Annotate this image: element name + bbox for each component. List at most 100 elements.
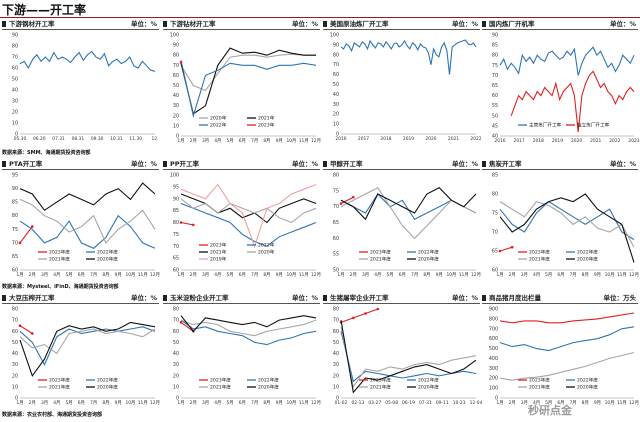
series-line-1 — [340, 331, 477, 383]
x-tick-label: 2017 — [514, 138, 525, 144]
x-tick-label: 11月 — [299, 400, 309, 406]
chart-unit: 单位：% — [609, 160, 636, 168]
x-tick-label: 2月 — [509, 272, 516, 278]
x-tick-label: 2021 — [448, 136, 459, 142]
legend-label: 2022年度 — [577, 377, 598, 384]
y-tick-label: 95 — [173, 184, 179, 190]
y-tick-label: 20 — [12, 110, 18, 116]
chart-title: 玉米淀粉企业开工率 — [170, 294, 229, 302]
legend-label: 2020年 — [258, 249, 275, 256]
legend-label: 2022年度 — [97, 377, 118, 384]
x-tick-label: 09.30 — [91, 136, 104, 142]
chart-pig-slaughter: 0 10 20 30 40 50 60 70 80 01-02 02-13 03-27 05-08 06-… — [333, 307, 483, 407]
panel-us-refinery: 美国原油炼厂开工率 单位：% 0 10 20 30 40 50 60 70 80 90 100 2016… — [323, 18, 482, 146]
chart-steel-products: 0 10 20 30 40 50 60 70 80 90 100 1月 2月 3月 4月 5月 6月 7月 8月 9月… — [170, 33, 321, 145]
y-tick-label: 80 — [333, 307, 339, 313]
x-tick-label: 5月 — [545, 272, 552, 278]
series-line-2 — [499, 351, 635, 381]
x-tick-label: 9月 — [115, 400, 122, 406]
y-tick-label: 0 — [176, 396, 179, 402]
chart-title: 国内炼厂开机率 — [489, 20, 535, 28]
chart-pig-output: 0 100 200 300 400 500 600 700 800 900 1月 2月 3月 4月 5月 6月… — [489, 307, 639, 407]
y-tick-label: 70 — [333, 62, 339, 68]
chart-unit: 单位：% — [451, 294, 478, 302]
source-note: 数据来源：Mysteel、iFinD、海通期货投资咨询部 — [2, 284, 119, 290]
x-tick-label: 12月 — [629, 400, 639, 406]
x-tick-label: 5月 — [226, 272, 233, 278]
legend-label: 2020年度 — [258, 384, 279, 391]
y-tick-label: 0 — [15, 132, 18, 138]
x-tick-label: 4月 — [53, 272, 60, 278]
x-tick-label: 2月 — [509, 400, 516, 406]
y-tick-label: 45 — [492, 123, 498, 129]
y-tick-label: 50 — [173, 340, 179, 346]
legend-label: 2021年度 — [49, 384, 70, 391]
y-tick-label: 65 — [492, 249, 498, 255]
x-tick-label: 2月 — [350, 272, 357, 278]
panel-steel-products: 下游钻材开工率 单位：% 0 10 20 30 40 50 60 70 80 90 100 1月 2月 3月… — [163, 18, 321, 146]
x-tick-label: 11月 — [138, 400, 148, 406]
y-tick-label: 100 — [170, 173, 179, 179]
chart-corn-starch: 0 10 20 30 40 50 60 70 80 1月 2月 3月 4月 5月 6月 7月 8月 9月 10月 11… — [173, 307, 321, 407]
y-tick-label: 90 — [12, 33, 18, 39]
legend-label: 2022年 — [258, 242, 275, 249]
y-tick-label: 80 — [173, 307, 179, 313]
y-tick-label: 50 — [333, 340, 339, 346]
y-tick-label: 75 — [492, 63, 498, 69]
x-tick-label: 06-19 — [402, 400, 415, 406]
y-tick-label: 75 — [173, 232, 179, 238]
legend-label: 2023年度 — [529, 249, 550, 256]
y-tick-label: 700 — [489, 326, 498, 332]
legend-label: 2022年度 — [258, 377, 279, 384]
chart-steel-pipe: 0 10 20 30 40 50 60 70 80 90 05.30 06.20 07.31 08.31 0… — [12, 33, 159, 143]
x-tick-label: 2021 — [590, 138, 601, 144]
x-tick-label: 5月 — [65, 272, 72, 278]
y-tick-label: 500 — [489, 346, 498, 352]
series-line-2 — [499, 200, 635, 248]
series-point — [376, 307, 380, 311]
legend-label: 2021年度 — [49, 256, 70, 263]
x-tick-label: 2018 — [380, 136, 391, 142]
series-point — [364, 312, 367, 315]
series-point — [339, 202, 343, 205]
x-tick-label: 8月 — [263, 272, 270, 278]
legend-label: 2020年度 — [577, 256, 598, 263]
chart-pp: 60 65 70 75 80 85 90 95 100 1月 2月 3月 4月 5月 6月 7月 8月 9月 10月… — [170, 173, 321, 279]
chart-title: 甲醇开工率 — [330, 160, 363, 168]
y-tick-label: 80 — [333, 173, 339, 179]
x-tick-label: 1月 — [16, 400, 23, 406]
x-tick-label: 2月 — [190, 400, 197, 406]
series-point — [351, 195, 355, 199]
series-line-1 — [180, 319, 317, 346]
y-tick-label: 80 — [173, 220, 179, 226]
x-tick-label: 05-08 — [385, 400, 398, 406]
y-tick-label: 85 — [492, 43, 498, 49]
x-tick-label: 4月 — [374, 272, 381, 278]
series-line-0 — [499, 246, 513, 252]
series-line-0 — [19, 226, 33, 244]
legend-label: 2021年度 — [370, 384, 391, 391]
chart-soybean: 0 10 20 30 40 50 60 70 80 1月 2月 3月 4月 5月 6月 7月 8月 9月 10月 11… — [12, 307, 160, 407]
x-tick-label: 2月 — [29, 400, 36, 406]
y-tick-label: 80 — [492, 192, 498, 198]
legend-label: 2022年 — [210, 122, 227, 129]
legend-label: 2023年 — [210, 242, 227, 249]
y-tick-label: 0 — [176, 134, 179, 140]
y-tick-label: 20 — [12, 373, 18, 379]
chart-title: PP开工率 — [170, 160, 200, 168]
chart-unit: 单位：% — [609, 20, 636, 28]
x-tick-label: 1月 — [337, 272, 344, 278]
y-tick-label: 70 — [12, 240, 18, 246]
y-tick-label: 70 — [12, 318, 18, 324]
y-tick-label: 0 — [336, 396, 339, 402]
y-tick-label: 70 — [333, 204, 339, 210]
y-tick-label: 90 — [12, 186, 18, 192]
x-tick-label: 5月 — [226, 138, 233, 144]
x-tick-label: 11月 — [459, 272, 469, 278]
chart-title: 大豆压榨开工率 — [9, 294, 55, 302]
y-tick-label: 80 — [12, 307, 18, 313]
y-tick-label: 50 — [333, 82, 339, 88]
y-tick-label: 70 — [492, 230, 498, 236]
y-tick-label: 20 — [333, 112, 339, 118]
